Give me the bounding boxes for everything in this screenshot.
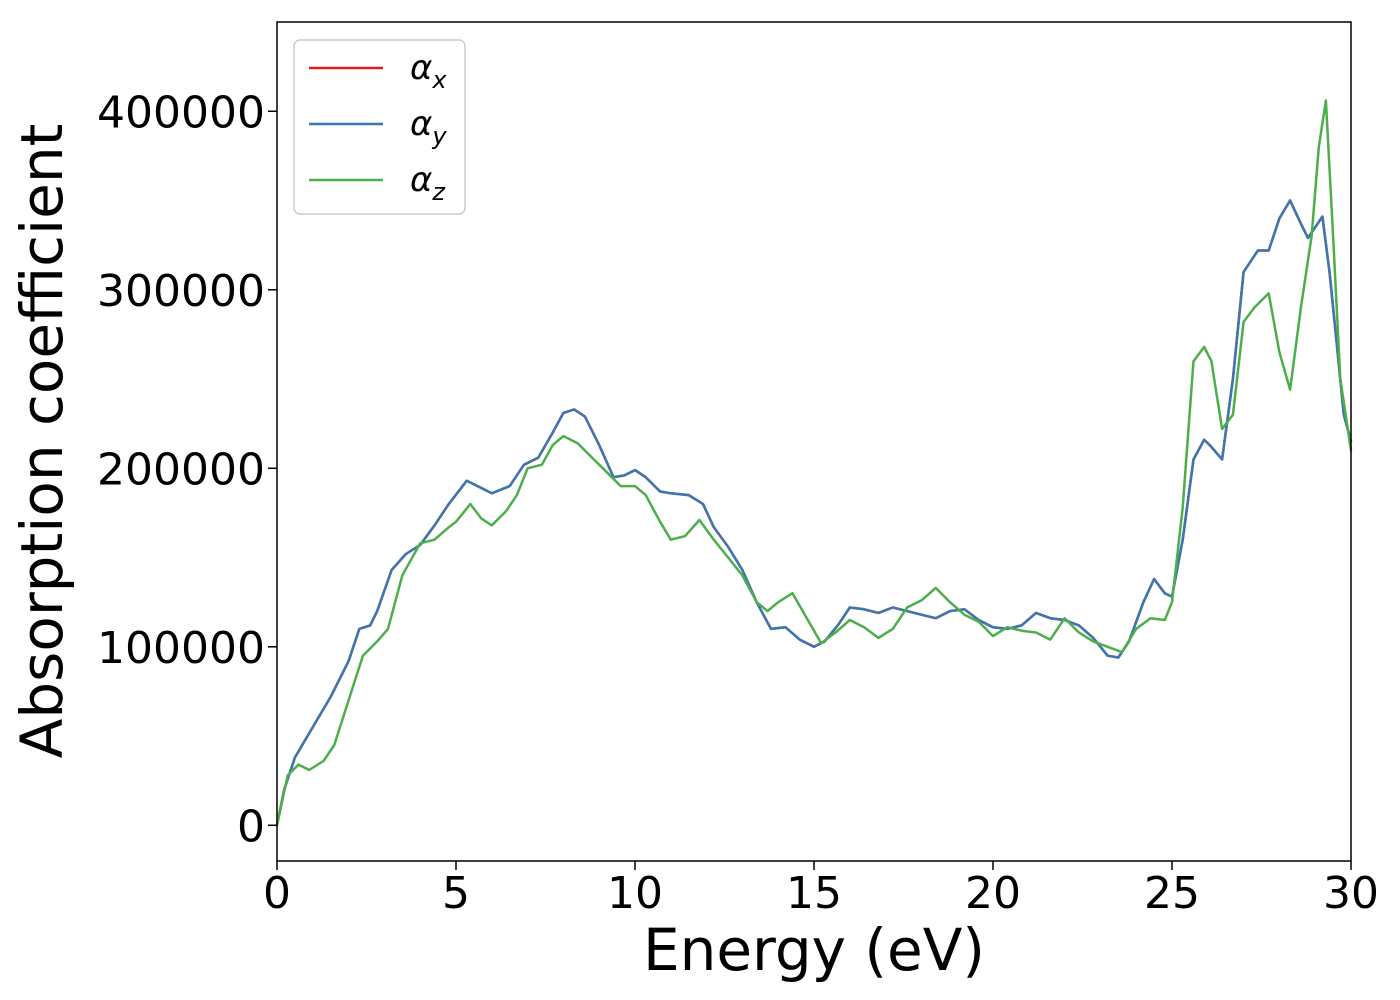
legend-label-symbol: α (410, 104, 432, 144)
series-line-y (275, 199, 1353, 827)
x-tick-label: 30 (1323, 868, 1379, 919)
plot-series (275, 99, 1353, 827)
legend-label-subscript: x (431, 66, 447, 94)
x-axis-title: Energy (eV) (643, 916, 985, 984)
legend-label-symbol: α (410, 48, 432, 88)
legend-label-symbol: α (410, 160, 432, 200)
legend-label-y: αy (410, 104, 447, 150)
legend-label-z: αz (410, 160, 446, 206)
legend-label-subscript: z (431, 178, 446, 206)
x-tick-label: 5 (442, 868, 470, 919)
x-tick-label: 20 (965, 868, 1021, 919)
y-tick-label: 0 (237, 801, 265, 852)
x-tick-label: 0 (263, 868, 291, 919)
series-line-z (275, 99, 1353, 827)
legend-label-subscript: y (431, 122, 447, 150)
x-tick-label: 15 (786, 868, 842, 919)
legend-box (293, 39, 466, 215)
y-tick-label: 100000 (97, 623, 265, 674)
y-tick-label: 400000 (97, 87, 265, 138)
y-tick-label: 300000 (97, 266, 265, 317)
y-axis: 0 100000 200000 300000 400000 (97, 87, 277, 852)
y-axis-title: Absorption coefficient (8, 124, 76, 759)
x-tick-label: 25 (1144, 868, 1200, 919)
y-tick-label: 200000 (97, 444, 265, 495)
x-axis: 0 5 10 15 20 25 30 (263, 861, 1379, 919)
legend-label-x: αx (410, 48, 447, 94)
x-tick-label: 10 (607, 868, 663, 919)
